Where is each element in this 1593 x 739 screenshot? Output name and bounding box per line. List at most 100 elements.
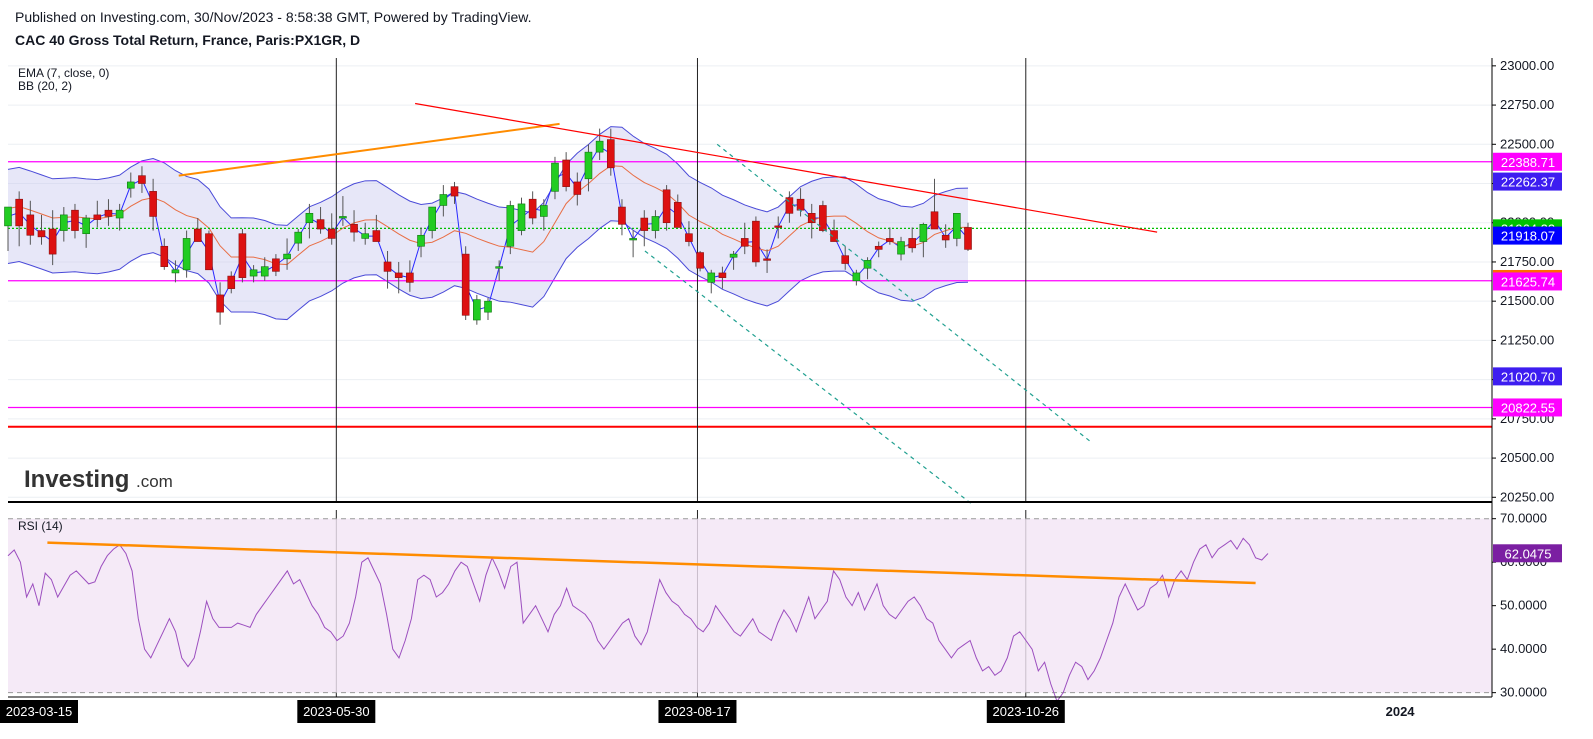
- candle-body: [953, 213, 961, 239]
- candle-body: [104, 209, 113, 217]
- trendlines: [178, 102, 1158, 506]
- candle-body: [171, 269, 180, 274]
- price-tick-label: 21750.00: [1500, 254, 1554, 269]
- candle-body: [227, 275, 236, 289]
- candle-body: [807, 213, 816, 224]
- candle-body: [540, 205, 548, 217]
- candle-body: [606, 139, 615, 169]
- date-label-box: [297, 700, 376, 723]
- date-label: 2023-10-26: [993, 704, 1060, 719]
- candle-body: [238, 233, 247, 278]
- candle-body: [752, 220, 760, 263]
- price-tick-label: 20500.00: [1500, 450, 1554, 465]
- candle-body: [82, 217, 90, 235]
- candle-body: [350, 224, 358, 233]
- candle-body: [729, 253, 738, 258]
- candle-body: [618, 206, 626, 225]
- date-label: 2023-05-30: [303, 704, 370, 719]
- logo-main: Investing: [24, 466, 129, 493]
- date-label: 2023-08-17: [664, 704, 731, 719]
- rsi-value-badge: [1493, 544, 1562, 563]
- candle-body: [662, 189, 671, 224]
- candle-body: [785, 197, 794, 214]
- published-info: Published on Investing.com, 30/Nov/2023 …: [15, 9, 532, 25]
- price-badge-label: 22388.71: [1501, 155, 1555, 170]
- trendline: [178, 122, 560, 177]
- candle-body: [283, 253, 291, 260]
- price-badge: [1493, 172, 1562, 191]
- candle-body: [48, 228, 57, 255]
- candle-body: [272, 258, 280, 272]
- rsi-tick-label: 50.0000: [1500, 598, 1547, 613]
- rsi-tick-label: 70.0000: [1500, 511, 1547, 526]
- candle-body: [685, 233, 693, 242]
- logo-suffix: .com: [136, 472, 173, 491]
- date-label: 2023-03-15: [6, 704, 73, 719]
- candle-body: [573, 181, 582, 195]
- candle-body: [841, 255, 850, 264]
- price-badge: [1493, 152, 1562, 171]
- candle-body: [37, 230, 46, 238]
- candle-body: [763, 258, 771, 261]
- candle-body: [406, 272, 414, 283]
- candle-body: [316, 219, 325, 230]
- candle-body: [774, 225, 783, 228]
- candle-body: [4, 206, 12, 227]
- trendline: [415, 102, 1158, 233]
- candle-body: [707, 272, 716, 283]
- bollinger-fill: [8, 126, 969, 320]
- candle-body: [718, 272, 727, 278]
- price-badge: [1493, 367, 1562, 386]
- price-badge-label: 21918.07: [1501, 229, 1555, 244]
- price-badge-label: 20822.55: [1501, 400, 1555, 415]
- candle-body: [305, 213, 314, 224]
- rsi-tick-label: 40.0000: [1500, 641, 1547, 656]
- rsi-trendline: [47, 541, 1256, 585]
- price-tick-label: 23000.00: [1500, 58, 1554, 73]
- candle-body: [919, 224, 928, 242]
- candle-body: [673, 202, 682, 228]
- candle-body: [417, 234, 425, 247]
- candle-body: [852, 272, 861, 282]
- date-label-box: [0, 700, 78, 723]
- price-badge: [1493, 272, 1562, 291]
- candle-body: [126, 181, 135, 189]
- price-badges: 22388.7122262.3721964.2221918.0721641.54…: [1493, 152, 1562, 563]
- candle-body: [897, 241, 905, 255]
- candle-body: [160, 245, 169, 267]
- rsi-tick-label: 30.0000: [1500, 685, 1547, 700]
- candle-body: [595, 140, 604, 153]
- indicator-legend: EMA (7, close, 0) BB (20, 2) RSI (14): [18, 66, 109, 533]
- candle-body: [562, 159, 570, 187]
- trendline: [644, 250, 974, 506]
- price-grid: [8, 65, 1492, 498]
- price-tick-label: 21250.00: [1500, 332, 1554, 347]
- ema-label: EMA (7, close, 0): [18, 66, 109, 80]
- candle-body: [473, 299, 481, 321]
- candle-body: [584, 151, 593, 180]
- price-tick-label: 22500.00: [1500, 136, 1554, 151]
- candle-body: [517, 203, 526, 231]
- candle-body: [249, 269, 258, 277]
- candle-body: [651, 216, 660, 231]
- price-tick-label: 20250.00: [1500, 489, 1554, 504]
- candle-body: [60, 214, 68, 231]
- candle-body: [115, 209, 124, 219]
- candle-body: [394, 272, 403, 278]
- candle-body: [908, 238, 916, 249]
- candle-body: [495, 266, 503, 269]
- candle-body: [15, 198, 23, 227]
- candle-body: [383, 261, 392, 272]
- price-badge-label: 21625.74: [1501, 274, 1555, 289]
- price-badge-label: 22262.37: [1501, 175, 1555, 190]
- candle-body: [484, 300, 492, 313]
- price-badge: [1493, 226, 1562, 245]
- candle-body: [428, 206, 436, 231]
- candle-body: [216, 294, 224, 313]
- rsi-value-label: 62.0475: [1505, 546, 1552, 561]
- candle-body: [740, 238, 749, 247]
- price-badge-label: 21020.70: [1501, 369, 1555, 384]
- candle-body: [930, 211, 939, 230]
- candle-body: [361, 233, 370, 239]
